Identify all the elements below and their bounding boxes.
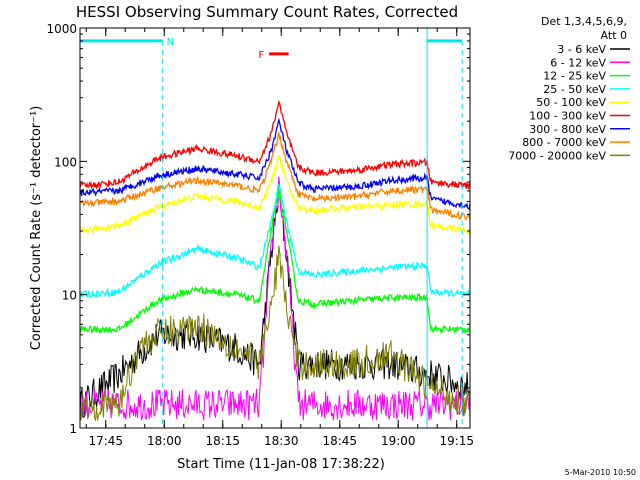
tick-layer: 1 10 100 1000 17:45 18:00 18:15 18:30 18:45 19:00…	[46, 22, 474, 448]
legend-entry-label: 12 - 25 keV	[543, 70, 606, 83]
x-tick-label: 18:30	[264, 434, 299, 448]
y-tick-label: 1	[69, 422, 77, 436]
series-line	[79, 176, 471, 421]
x-tick-label: 19:00	[381, 434, 416, 448]
chart-title: HESSI Observing Summary Count Rates, Cor…	[76, 3, 458, 21]
x-tick-label: 17:45	[88, 434, 123, 448]
legend-entry-label: 800 - 7000 keV	[522, 136, 606, 149]
night-marker-label: N	[167, 37, 174, 48]
legend-header-line: Att 0	[601, 29, 627, 42]
series-line	[79, 154, 471, 235]
y-tick-label: 100	[54, 155, 77, 169]
y-tick-label: 1000	[46, 22, 77, 36]
legend-entry-label: 100 - 300 keV	[529, 110, 606, 123]
footer-date: 5-Mar-2010 10:50	[565, 468, 636, 477]
marker-layer: NF	[80, 28, 463, 428]
legend-entry-label: 6 - 12 keV	[550, 56, 606, 69]
legend-entry-label: 3 - 6 keV	[557, 43, 606, 56]
series-line	[79, 245, 471, 422]
legend-entry-label: 25 - 50 keV	[543, 83, 606, 96]
x-axis-title: Start Time (11-Jan-08 17:38:22)	[177, 457, 385, 472]
flare-marker-label: F	[258, 50, 264, 61]
legend-entry-label: 50 - 100 keV	[536, 96, 606, 109]
x-tick-label: 18:00	[147, 434, 182, 448]
y-tick-label: 10	[62, 289, 77, 303]
legend-header-line: Det 1,3,4,5,6,9,	[541, 15, 627, 28]
series-line	[79, 183, 471, 299]
series-line	[79, 117, 471, 211]
x-tick-label: 19:15	[439, 434, 474, 448]
series-layer	[79, 100, 471, 422]
series-line	[79, 100, 471, 191]
y-axis-title: Corrected Count Rate (s⁻¹ detector⁻¹)	[29, 106, 44, 351]
plot-frame	[79, 27, 471, 429]
x-tick-label: 18:15	[205, 434, 240, 448]
legend-entry-label: 300 - 800 keV	[529, 123, 606, 136]
series-line	[79, 188, 471, 335]
series-line	[80, 130, 471, 221]
x-tick-label: 18:45	[322, 434, 357, 448]
legend-entry-label: 7000 - 20000 keV	[508, 149, 606, 162]
